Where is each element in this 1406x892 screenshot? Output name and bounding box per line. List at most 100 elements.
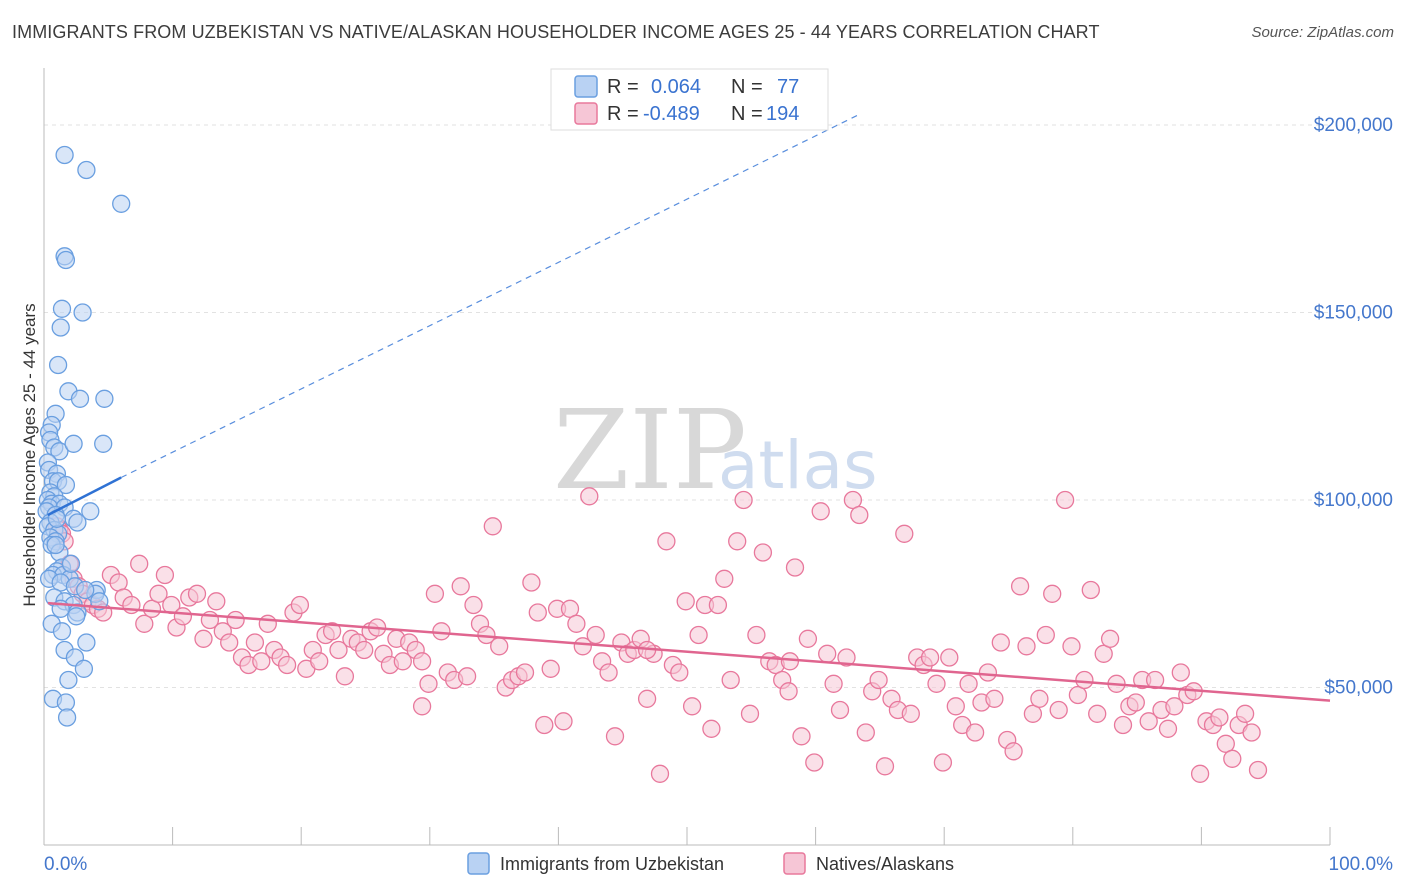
pink-point	[875, 757, 895, 776]
legend-pink-swatch	[574, 102, 598, 125]
pink-point	[1017, 637, 1036, 656]
blue-point	[77, 160, 96, 180]
pink-point	[708, 595, 728, 615]
pink-point	[290, 595, 310, 615]
pink-point	[1216, 734, 1235, 753]
pink-point	[1004, 742, 1023, 761]
pink-point	[464, 595, 483, 615]
blue-point	[59, 670, 78, 690]
bottom-legend-blue-swatch	[467, 852, 490, 875]
y-tick-label: $150,000	[1314, 303, 1393, 324]
pink-point	[220, 633, 239, 652]
bottom-legend-pink-swatch	[783, 852, 806, 875]
pink-point	[1043, 584, 1062, 603]
pink-point	[792, 727, 811, 746]
blue-point	[74, 659, 94, 678]
pink-point	[1010, 577, 1030, 596]
x-tick-label: 100.0%	[1329, 854, 1394, 875]
pink-point	[1062, 637, 1081, 656]
pink-point	[245, 633, 265, 652]
blue-point	[61, 554, 81, 573]
y-tick-label: $50,000	[1324, 678, 1393, 699]
blue-point	[67, 607, 86, 626]
blue-point	[64, 434, 83, 453]
pink-point	[425, 584, 445, 603]
blue-point	[48, 355, 68, 375]
pink-point	[1235, 704, 1255, 723]
pink-point	[702, 719, 721, 738]
pink-point	[811, 502, 830, 521]
blue-point	[52, 622, 72, 641]
y-tick-labels: $50,000 $100,000 $150,000 $200,000	[1314, 115, 1393, 699]
pink-point	[856, 723, 875, 742]
blue-point	[46, 535, 65, 555]
blue-point	[57, 708, 77, 727]
pink-point	[155, 565, 175, 585]
pink-point	[1100, 629, 1120, 648]
y-tick-label: $100,000	[1314, 490, 1393, 511]
pink-point	[682, 697, 702, 716]
blue-point	[55, 145, 74, 165]
pink-point	[412, 697, 432, 716]
x-tick-label: 0.0%	[44, 854, 87, 875]
pink-point	[329, 640, 348, 660]
pink-point	[1210, 708, 1229, 727]
blue-point	[70, 389, 90, 408]
pink-point	[670, 663, 689, 682]
pink-point	[135, 614, 154, 633]
pink-point	[959, 674, 978, 693]
pink-point	[149, 584, 168, 603]
source-label: Source: ZipAtlas.com	[1251, 24, 1394, 41]
pink-point	[798, 629, 818, 648]
pink-point	[1165, 697, 1184, 716]
legend-pink-n-label: N =	[731, 103, 763, 125]
pink-point	[393, 652, 412, 671]
pink-point	[965, 723, 985, 742]
pink-point	[522, 573, 541, 592]
legend-pink-r-label: R =	[607, 103, 639, 125]
blue-point	[68, 513, 87, 532]
pink-point	[1049, 700, 1068, 720]
pink-point	[1036, 625, 1055, 645]
pink-point	[715, 569, 734, 588]
pink-point	[1139, 712, 1158, 731]
legend-pink-r-value: -0.489	[643, 103, 700, 125]
blue-point	[50, 442, 69, 461]
pink-point	[830, 700, 850, 720]
trend-lines	[47, 113, 1331, 702]
pink-point	[901, 704, 920, 723]
pink-point	[779, 682, 798, 701]
legend-blue-n-value: 77	[777, 76, 799, 98]
pink-point	[1158, 719, 1178, 738]
legend-blue-swatch	[574, 75, 598, 98]
pink-point	[605, 727, 625, 746]
pink-point	[1081, 580, 1100, 600]
pink-point	[226, 610, 245, 630]
pink-point	[173, 607, 193, 626]
pink-point	[689, 625, 708, 645]
pink-point	[451, 577, 470, 596]
top-legend: R = 0.064 N = 77 R = -0.489 N = 194	[550, 68, 829, 131]
legend-blue-r-value: 0.064	[651, 76, 701, 98]
pink-point	[252, 652, 271, 671]
pink-point	[734, 490, 753, 510]
pink-point	[637, 689, 657, 708]
pink-point	[780, 652, 800, 671]
pink-point	[1242, 723, 1261, 742]
pink-point	[277, 655, 297, 675]
pink-point	[528, 603, 547, 622]
pink-point	[535, 715, 554, 735]
blue-point	[112, 194, 131, 213]
pink-point	[419, 674, 438, 693]
pink-point	[1248, 760, 1268, 780]
pink-point	[869, 670, 888, 690]
pink-point	[747, 625, 766, 645]
pink-point	[541, 659, 560, 678]
pink-point	[567, 614, 586, 633]
blue-point	[52, 299, 72, 318]
pink-point	[490, 637, 509, 656]
pink-point	[805, 753, 824, 772]
blue-point	[51, 318, 70, 337]
blue-point	[77, 633, 96, 652]
